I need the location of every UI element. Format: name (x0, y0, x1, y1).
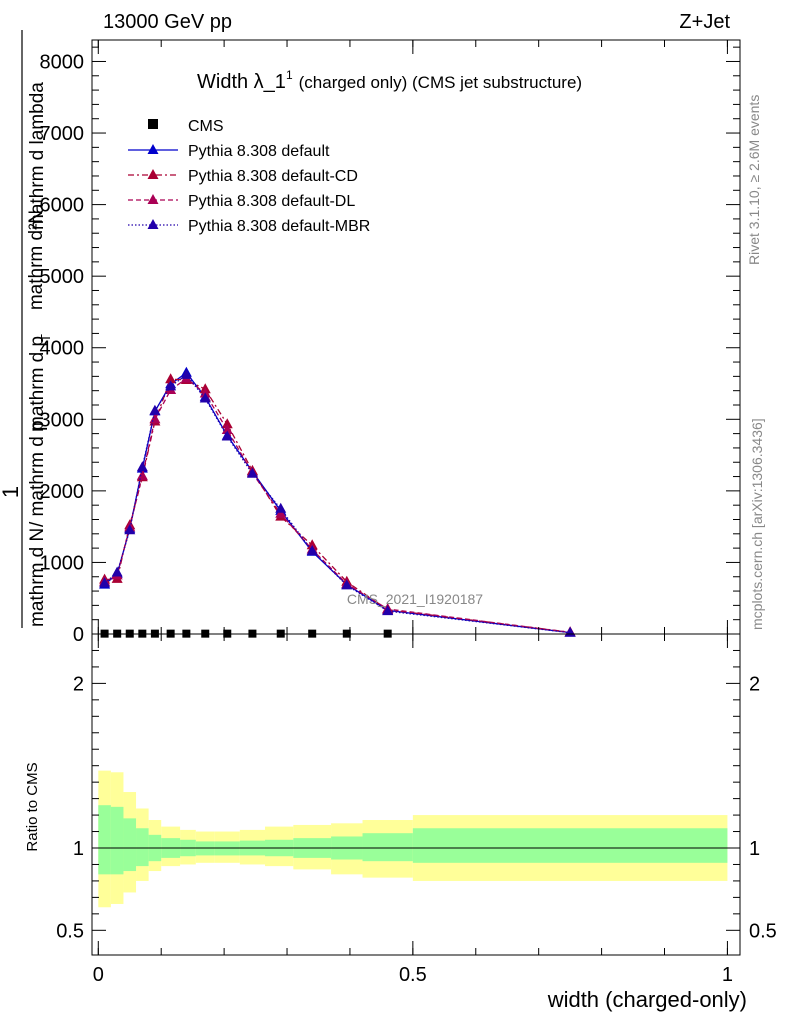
rivet-label: Rivet 3.1.10, ≥ 2.6M events (746, 95, 762, 265)
title-main: Width λ_1 (197, 71, 286, 93)
x-axis-label: width (charged-only) (547, 987, 747, 1012)
series-point-1 (165, 373, 177, 384)
legend-marker (147, 194, 159, 204)
ratio-inner-band (123, 818, 137, 872)
mcplots-label: mcplots.cern.ch [arXiv:1306.3436] (749, 418, 765, 630)
series-point-3 (165, 380, 177, 391)
main-ytick-label: 6000 (40, 195, 85, 217)
series-point-3 (124, 524, 136, 535)
main-plot: 0 1000 2000 3000 4000 5000 6000 7000 8000 Width … (40, 39, 741, 646)
series-point-2 (221, 424, 233, 435)
ratio-ytick-label-right: 2 (749, 673, 760, 695)
legend-label: Pythia 8.308 default-CD (188, 168, 358, 185)
legend-label: CMS (188, 118, 224, 135)
ratio-ylabel: Ratio to CMS (24, 762, 41, 851)
ylabel-denominator-b: / mathrm d p (27, 420, 48, 527)
title-rest: (charged only) (CMS jet substructure) (299, 73, 582, 92)
main-ytick-label: 7000 (40, 123, 85, 145)
series-point-3 (180, 368, 192, 379)
main-ytick-label: 3000 (40, 409, 85, 431)
xtick-label: 0 (93, 964, 104, 986)
series-point-3 (99, 577, 111, 588)
watermark: CMS_2021_I1920187 (347, 591, 483, 607)
title-sup: 1 (286, 68, 293, 82)
legend-label: Pythia 8.308 default (188, 143, 330, 160)
ratio-inner-band (362, 833, 413, 862)
main-ytick-label: 4000 (40, 338, 85, 360)
series-line-2 (104, 377, 571, 634)
ratio-plot: 0.5 0.5 1 1 2 2 0 0.5 1 (56, 633, 777, 986)
xtick-label: 1 (722, 964, 733, 986)
series-line-3 (104, 374, 571, 634)
legend-marker (147, 169, 159, 179)
series-point-3 (136, 461, 148, 472)
series-point-2 (136, 469, 148, 480)
series-point-3 (149, 404, 161, 415)
ratio-inner-band (98, 805, 111, 875)
main-ytick-label: 8000 (40, 51, 85, 73)
series-line-1 (104, 378, 571, 633)
series-point-3 (111, 566, 123, 577)
ylabel-one: 1 (0, 486, 23, 498)
xtick-label: 0.5 (399, 964, 427, 986)
series-point-3 (306, 544, 318, 555)
series-point-2 (199, 387, 211, 398)
series-point-3 (275, 502, 287, 513)
ratio-ytick-label: 1 (73, 838, 84, 860)
series-point-3 (221, 430, 233, 441)
legend: CMS Pythia 8.308 default Pythia 8.308 defa… (128, 118, 370, 235)
ylabel-denominator-c: mathrm d p (27, 336, 48, 432)
legend-marker-cms (148, 119, 158, 129)
chart-title: Width λ_11 (charged only) (CMS jet substr… (197, 68, 582, 93)
legend-label: Pythia 8.308 default-MBR (188, 218, 370, 235)
ratio-ytick-label: 0.5 (56, 920, 84, 942)
legend-marker (147, 219, 159, 229)
series-point-3 (246, 467, 258, 478)
ratio-ytick-label: 2 (73, 673, 84, 695)
ratio-inner-band (412, 828, 728, 863)
main-ytick-label: 5000 (40, 266, 85, 288)
ratio-ytick-label-right: 1 (749, 838, 760, 860)
series-line-0 (104, 371, 571, 634)
main-ytick-label: 2000 (40, 481, 85, 503)
series-point-3 (382, 605, 394, 616)
ratio-plot-frame (91, 633, 741, 956)
main-ylabel: mathrm d²N 1 mathrm d N / mathrm d p mat… (0, 30, 53, 628)
ylabel-denominator-d: mathrm d lambda (27, 82, 48, 230)
main-ytick-label: 0 (73, 624, 84, 646)
ylabel-sub-t: T (38, 334, 53, 342)
ratio-inner-band (110, 806, 124, 875)
header-left: 13000 GeV pp (103, 11, 232, 33)
legend-marker (147, 144, 159, 154)
ylabel-numerator: mathrm d²N (26, 210, 47, 310)
ratio-inner-band (136, 828, 149, 867)
series-point-3 (199, 392, 211, 403)
main-ytick-label: 1000 (40, 552, 85, 574)
series-point-2 (275, 507, 287, 518)
header-right: Z+Jet (679, 11, 730, 33)
series-point-3 (341, 579, 353, 590)
ratio-ytick-label-right: 0.5 (749, 920, 777, 942)
ylabel-denominator-a: mathrm d N (27, 528, 48, 627)
legend-label: Pythia 8.308 default-DL (188, 193, 355, 210)
